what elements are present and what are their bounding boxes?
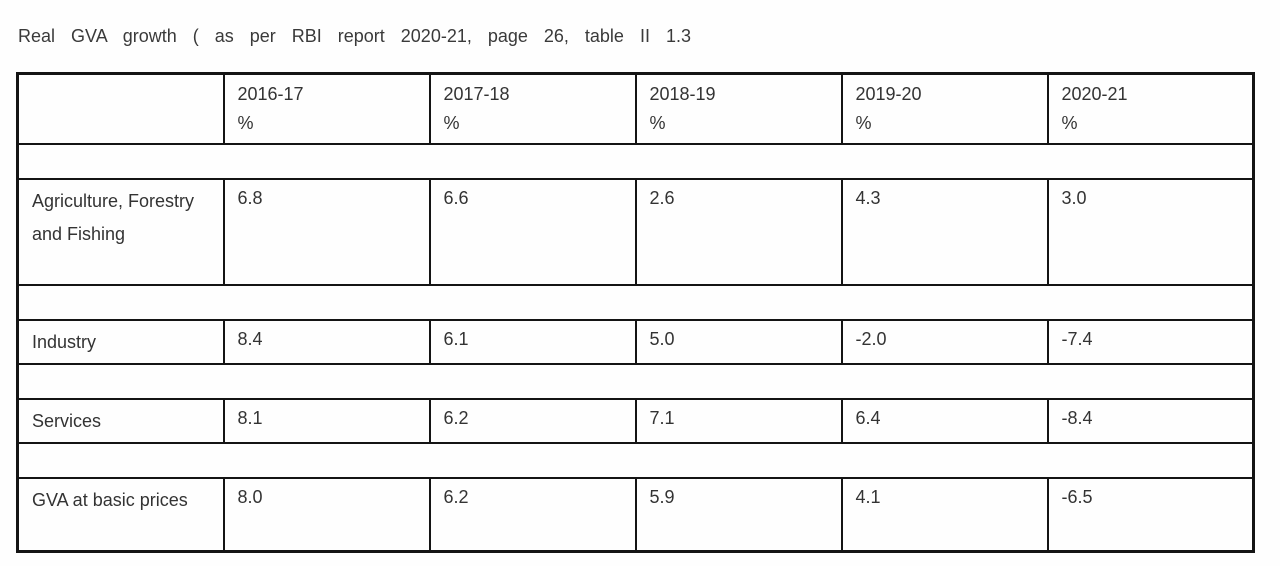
cell-industry-2017-18: 6.1: [428, 318, 637, 365]
cell-agriculture-2016-17: 6.8: [222, 177, 431, 286]
header-unit-label: %: [443, 113, 460, 133]
header-unit-label: %: [855, 113, 872, 133]
table-header-row: 2016-17 % 2017-18 % 2018-19 % 2019-20 % …: [16, 72, 1255, 145]
cell-services-2019-20: 6.4: [840, 397, 1049, 444]
document-title: Real GVA growth ( as per RBI report 2020…: [18, 26, 691, 46]
cell-agriculture-2017-18: 6.6: [428, 177, 637, 286]
cell-gva-2017-18: 6.2: [428, 476, 637, 553]
cell-gva-2016-17: 8.0: [222, 476, 431, 553]
cell-gva-2018-19: 5.9: [634, 476, 843, 553]
spacer-cell: [16, 441, 1255, 479]
cell-gva-2019-20: 4.1: [840, 476, 1049, 553]
gva-growth-table: 2016-17 % 2017-18 % 2018-19 % 2019-20 % …: [16, 72, 1255, 553]
cell-agriculture-2019-20: 4.3: [840, 177, 1049, 286]
header-cell-2016-17: 2016-17 %: [222, 72, 431, 145]
spacer-row: [16, 362, 1255, 400]
cell-industry-2016-17: 8.4: [222, 318, 431, 365]
row-label-services: Services: [16, 397, 225, 444]
cell-gva-2020-21: -6.5: [1046, 476, 1255, 553]
spacer-cell: [16, 362, 1255, 400]
cell-services-2020-21: -8.4: [1046, 397, 1255, 444]
table-row-agriculture: Agriculture, Forestry and Fishing 6.8 6.…: [16, 177, 1255, 286]
spacer-cell: [16, 283, 1255, 321]
spacer-cell: [16, 142, 1255, 180]
header-year-label: 2019-20: [855, 84, 922, 104]
table-row-gva-basic-prices: GVA at basic prices 8.0 6.2 5.9 4.1 -6.5: [16, 476, 1255, 553]
row-label-gva-basic-prices: GVA at basic prices: [16, 476, 225, 553]
spacer-row: [16, 142, 1255, 180]
header-cell-2018-19: 2018-19 %: [634, 72, 843, 145]
cell-services-2017-18: 6.2: [428, 397, 637, 444]
header-unit-label: %: [649, 113, 666, 133]
header-cell-blank: [16, 72, 225, 145]
cell-agriculture-2020-21: 3.0: [1046, 177, 1255, 286]
header-cell-2017-18: 2017-18 %: [428, 72, 637, 145]
cell-industry-2018-19: 5.0: [634, 318, 843, 365]
cell-industry-2019-20: -2.0: [840, 318, 1049, 365]
row-label-industry: Industry: [16, 318, 225, 365]
header-year-label: 2018-19: [649, 84, 716, 104]
cell-industry-2020-21: -7.4: [1046, 318, 1255, 365]
header-year-label: 2017-18: [443, 84, 510, 104]
header-cell-2020-21: 2020-21 %: [1046, 72, 1255, 145]
table-row-industry: Industry 8.4 6.1 5.0 -2.0 -7.4: [16, 318, 1255, 365]
header-cell-2019-20: 2019-20 %: [840, 72, 1049, 145]
cell-agriculture-2018-19: 2.6: [634, 177, 843, 286]
cell-services-2018-19: 7.1: [634, 397, 843, 444]
header-unit-label: %: [1061, 113, 1078, 133]
header-unit-label: %: [237, 113, 254, 133]
header-year-label: 2016-17: [237, 84, 304, 104]
row-label-agriculture: Agriculture, Forestry and Fishing: [16, 177, 225, 286]
table-row-services: Services 8.1 6.2 7.1 6.4 -8.4: [16, 397, 1255, 444]
header-year-label: 2020-21: [1061, 84, 1128, 104]
spacer-row: [16, 441, 1255, 479]
spacer-row: [16, 283, 1255, 321]
cell-services-2016-17: 8.1: [222, 397, 431, 444]
